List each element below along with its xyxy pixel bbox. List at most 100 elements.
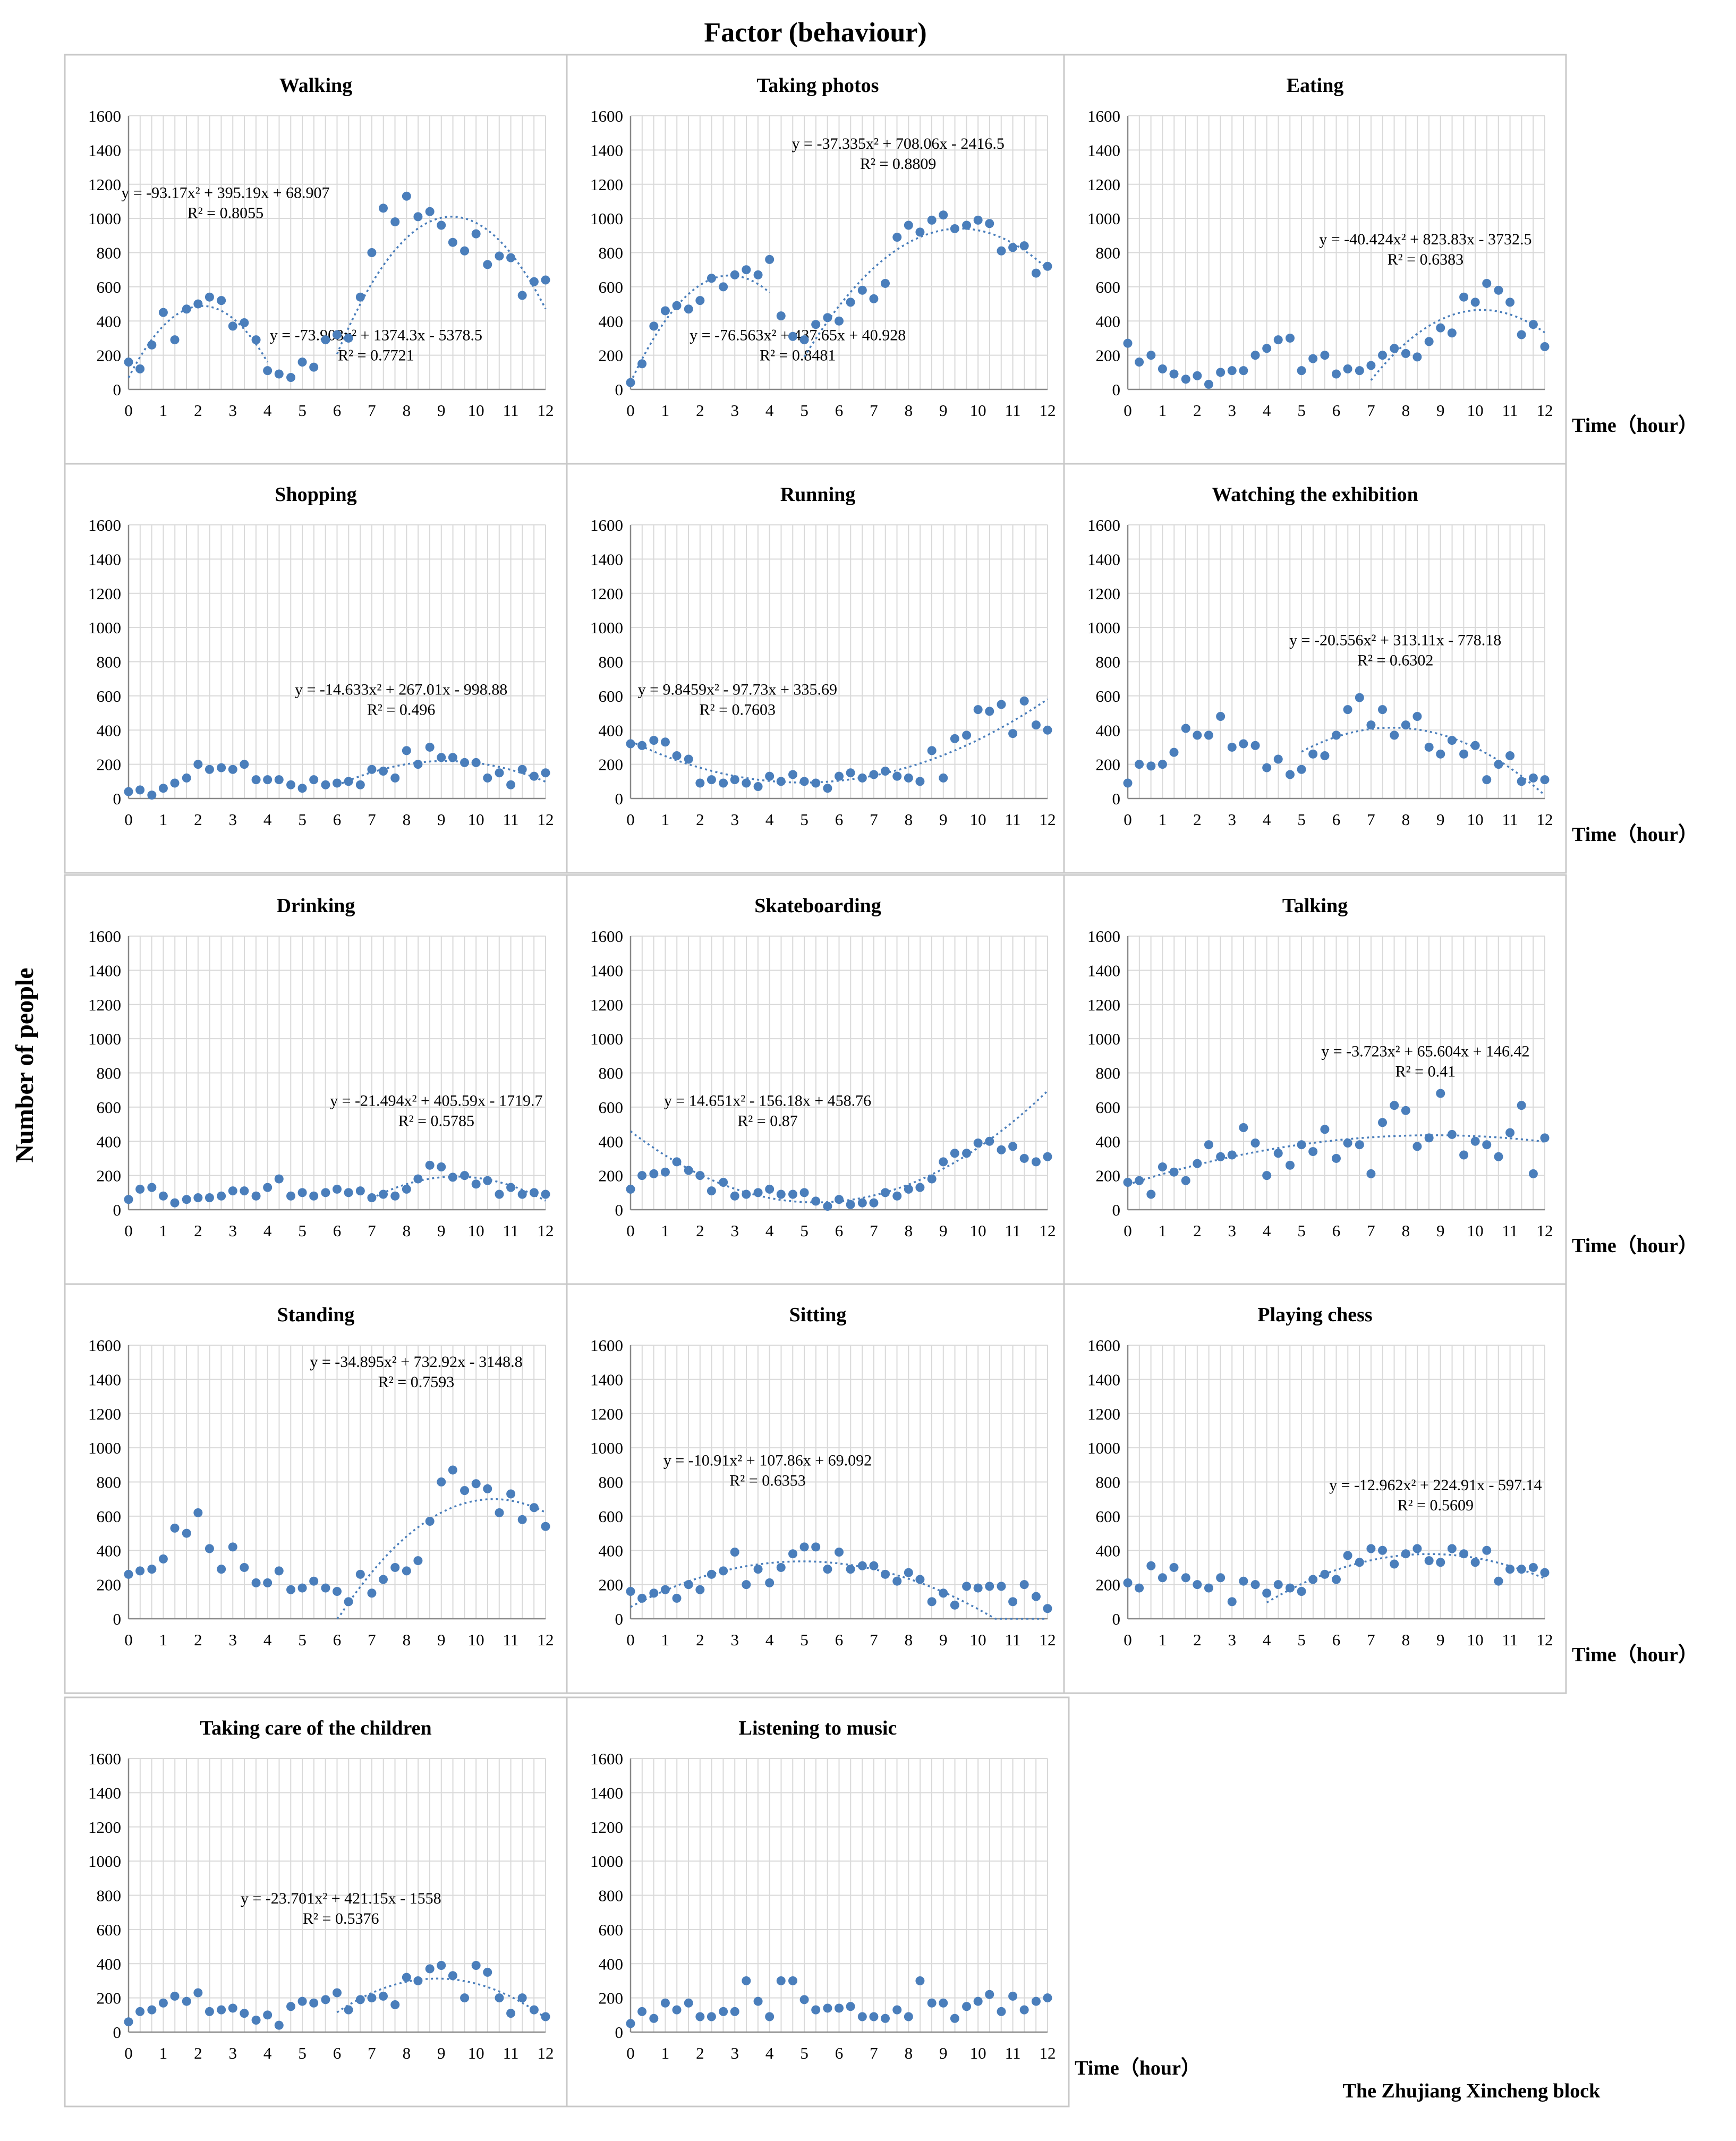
data-point: [719, 1178, 728, 1187]
x-tick-label: 1: [159, 810, 168, 829]
data-point: [1343, 364, 1352, 373]
y-tick-label: 400: [1096, 721, 1121, 740]
data-point: [1297, 764, 1306, 774]
data-point: [1436, 1558, 1445, 1567]
x-tick-label: 7: [1367, 401, 1375, 420]
data-point: [811, 1196, 821, 1206]
x-tick-label: 11: [1005, 401, 1021, 420]
x-tick-label: 11: [1502, 1221, 1518, 1240]
data-point: [367, 1993, 377, 2003]
data-point: [1158, 1573, 1167, 1583]
x-tick-label: 4: [263, 810, 272, 829]
y-tick-label: 1600: [1087, 516, 1120, 534]
x-tick-label: 6: [1332, 810, 1341, 829]
data-point: [309, 1998, 319, 2008]
data-point: [367, 1193, 377, 1202]
footer-label: The Zhujiang Xincheng block: [1343, 2080, 1601, 2102]
x-tick-label: 5: [1297, 810, 1306, 829]
data-point: [1019, 241, 1029, 251]
x-tick-label: 8: [403, 810, 411, 829]
data-point: [765, 2012, 775, 2021]
y-tick-label: 1200: [88, 1818, 121, 1837]
data-point: [811, 1542, 821, 1552]
data-point: [182, 773, 191, 783]
x-tick-label: 11: [503, 1221, 519, 1240]
data-point: [1273, 335, 1283, 345]
data-point: [753, 1188, 763, 1197]
trendline-r2: R² = 0.496: [367, 701, 435, 718]
data-point: [263, 366, 273, 376]
data-point: [344, 333, 353, 343]
y-tick-label: 200: [97, 1167, 122, 1185]
data-point: [1343, 705, 1352, 715]
data-point: [730, 270, 739, 279]
data-point: [1401, 349, 1410, 358]
data-point: [135, 2007, 145, 2016]
x-tick-label: 2: [194, 401, 202, 420]
data-point: [1285, 770, 1295, 779]
y-tick-label: 1600: [590, 1336, 623, 1355]
data-point: [240, 2009, 249, 2018]
trendline: [127, 305, 269, 378]
data-point: [1505, 1128, 1515, 1137]
data-point: [1320, 1125, 1330, 1134]
x-tick-label: 12: [538, 1221, 554, 1240]
x-tick-label: 11: [503, 2044, 519, 2062]
data-point: [483, 1967, 492, 1977]
data-point: [962, 2002, 972, 2011]
y-tick-label: 1000: [1087, 618, 1120, 637]
y-tick-label: 1400: [1087, 1370, 1120, 1389]
data-point: [811, 320, 821, 329]
data-point: [1505, 751, 1515, 761]
data-point: [1517, 330, 1526, 339]
y-tick-label: 1600: [88, 927, 121, 946]
data-point: [448, 753, 457, 762]
x-tick-label: 2: [1193, 1630, 1202, 1649]
data-point: [297, 1996, 307, 2006]
data-point: [1505, 298, 1515, 307]
data-point: [483, 1176, 492, 1185]
chart-title: Playing chess: [1257, 1304, 1372, 1326]
y-tick-label: 0: [1112, 380, 1121, 399]
data-point: [413, 1174, 423, 1184]
data-point: [1135, 1176, 1144, 1185]
x-tick-label: 2: [194, 2044, 202, 2062]
data-point: [637, 741, 647, 750]
data-point: [1043, 1152, 1052, 1161]
data-point: [517, 1190, 527, 1199]
x-tick-label: 2: [696, 2044, 704, 2062]
data-point: [1273, 754, 1283, 764]
trendline-equation: y = 14.651x² - 156.18x + 458.76: [664, 1092, 871, 1109]
data-point: [1528, 1562, 1538, 1572]
data-point: [251, 1191, 261, 1201]
data-point: [1332, 1575, 1341, 1584]
data-point: [1204, 1583, 1213, 1593]
y-tick-label: 0: [615, 1201, 624, 1219]
x-tick-label: 4: [1263, 1221, 1271, 1240]
y-tick-label: 1000: [590, 1852, 623, 1871]
trendline-equation: y = 9.8459x² - 97.73x + 335.69: [638, 681, 837, 698]
data-point: [915, 1976, 925, 1985]
data-point: [649, 736, 659, 745]
x-tick-label: 10: [468, 1221, 484, 1240]
y-tick-label: 200: [97, 1989, 122, 2008]
x-tick-label: 5: [298, 1630, 307, 1649]
x-tick-label: 3: [229, 1630, 237, 1649]
data-point: [460, 758, 470, 767]
x-tick-label: 6: [333, 2044, 342, 2062]
x-tick-label: 1: [661, 1630, 670, 1649]
data-point: [344, 1597, 353, 1607]
data-point: [402, 1566, 411, 1576]
data-point: [437, 1162, 446, 1172]
y-tick-label: 600: [97, 1507, 122, 1526]
data-point: [765, 1578, 775, 1587]
data-point: [788, 1190, 797, 1199]
y-tick-label: 1600: [1087, 1336, 1120, 1355]
y-tick-label: 400: [599, 1955, 624, 1973]
trendline-equation: y = -93.17x² + 395.19x + 68.907: [121, 184, 329, 202]
x-tick-label: 3: [229, 401, 237, 420]
y-tick-label: 0: [113, 789, 122, 808]
data-point: [869, 294, 879, 303]
data-point: [1366, 361, 1376, 370]
